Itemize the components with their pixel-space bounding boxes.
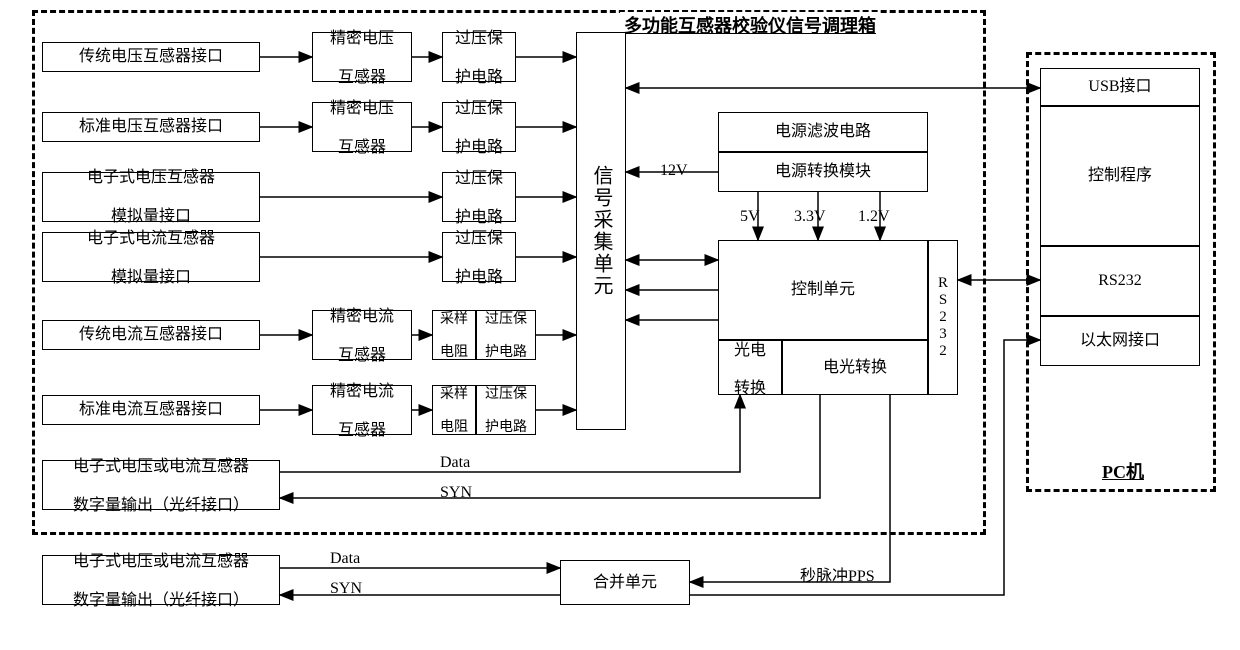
signal-acq-unit: 信号采集单元 (576, 32, 626, 430)
prec-volt-2-l1: 精密电压 (330, 99, 394, 118)
elec-volt-analog-input: 电子式电压互感器 模拟量接口 (42, 172, 260, 222)
pc-rs232: RS232 (1040, 246, 1200, 316)
ovp-2: 过压保 护电路 (442, 102, 516, 152)
power-conv: 电源转换模块 (718, 152, 928, 192)
elec-curr-analog-l2: 模拟量接口 (111, 268, 191, 287)
elec-volt-analog-l1: 电子式电压互感器 (87, 168, 215, 187)
ovp-3: 过压保 护电路 (442, 172, 516, 222)
std-volt-input: 标准电压互感器接口 (42, 112, 260, 142)
ovp-1-l2: 护电路 (455, 68, 503, 87)
digital-out-1: 电子式电压或电流互感器 数字量输出（光纤接口） (42, 460, 280, 510)
signal-acq-text: 信号采集单元 (589, 165, 613, 297)
ovp-4: 过压保 护电路 (442, 232, 516, 282)
ovp-6-l1: 过压保 (485, 387, 527, 404)
prec-volt-2-l2: 互感器 (338, 138, 386, 157)
pc-title: PC机 (1098, 458, 1148, 484)
sr1-l1: 采样 (440, 312, 468, 329)
elec-volt-analog-l2: 模拟量接口 (111, 207, 191, 226)
prec-volt-2: 精密电压 互感器 (312, 102, 412, 152)
ctrl-unit: 控制单元 (718, 240, 928, 340)
ovp-2-l1: 过压保 (455, 99, 503, 118)
trad-volt-input: 传统电压互感器接口 (42, 42, 260, 72)
rs232-vertical: RS232 (928, 240, 958, 395)
pc-usb: USB接口 (1040, 68, 1200, 106)
ovp-2-l2: 护电路 (455, 138, 503, 157)
main-title: 多功能互感器校验仪信号调理箱 (620, 12, 880, 38)
trad-curr-input: 传统电流互感器接口 (42, 320, 260, 350)
sr2-l1: 采样 (440, 387, 468, 404)
ovp-6: 过压保 护电路 (476, 385, 536, 435)
pc-eth: 以太网接口 (1040, 316, 1200, 366)
ovp-5-l2: 护电路 (485, 345, 527, 362)
label-12vs: 1.2V (858, 208, 890, 226)
label-5v: 5V (740, 208, 760, 226)
ovp-4-l2: 护电路 (455, 268, 503, 287)
label-syn-1: SYN (440, 484, 472, 502)
prec-volt-1-l1: 精密电压 (330, 29, 394, 48)
std-curr-input: 标准电流互感器接口 (42, 395, 260, 425)
ovp-5: 过压保 护电路 (476, 310, 536, 360)
prec-curr-1-l1: 精密电流 (330, 307, 394, 326)
power-filter: 电源滤波电路 (718, 112, 928, 152)
pc-ctrl-prog: 控制程序 (1040, 106, 1200, 246)
sr2-l2: 电阻 (440, 420, 468, 437)
label-syn-2: SYN (330, 580, 362, 598)
oe-conv: 光电 转换 (718, 340, 782, 395)
sample-res-2: 采样 电阻 (432, 385, 476, 435)
ovp-6-l2: 护电路 (485, 420, 527, 437)
prec-curr-2-l1: 精密电流 (330, 382, 394, 401)
sample-res-1: 采样 电阻 (432, 310, 476, 360)
ovp-3-l1: 过压保 (455, 169, 503, 188)
digital1-l2: 数字量输出（光纤接口） (73, 496, 249, 515)
label-pps: 秒脉冲PPS (800, 562, 875, 586)
merge-unit: 合并单元 (560, 560, 690, 605)
label-data-1: Data (440, 454, 470, 472)
prec-curr-2: 精密电流 互感器 (312, 385, 412, 435)
prec-volt-1: 精密电压 互感器 (312, 32, 412, 82)
prec-curr-1-l2: 互感器 (338, 346, 386, 365)
digital1-l1: 电子式电压或电流互感器 (73, 457, 249, 476)
elec-curr-analog-l1: 电子式电流互感器 (87, 229, 215, 248)
prec-curr-2-l2: 互感器 (338, 421, 386, 440)
ovp-1: 过压保 护电路 (442, 32, 516, 82)
digital2-l2: 数字量输出（光纤接口） (73, 591, 249, 610)
ovp-4-l1: 过压保 (455, 229, 503, 248)
label-12v: 12V (660, 162, 688, 180)
oe-l1: 光电 (734, 341, 766, 360)
label-33v: 3.3V (794, 208, 826, 226)
eo-conv: 电光转换 (782, 340, 928, 395)
digital-out-2: 电子式电压或电流互感器 数字量输出（光纤接口） (42, 555, 280, 605)
label-data-2: Data (330, 550, 360, 568)
digital2-l1: 电子式电压或电流互感器 (73, 552, 249, 571)
oe-l2: 转换 (734, 379, 766, 398)
sr1-l2: 电阻 (440, 345, 468, 362)
prec-volt-1-l2: 互感器 (338, 68, 386, 87)
ovp-3-l2: 护电路 (455, 208, 503, 227)
ovp-1-l1: 过压保 (455, 29, 503, 48)
prec-curr-1: 精密电流 互感器 (312, 310, 412, 360)
elec-curr-analog-input: 电子式电流互感器 模拟量接口 (42, 232, 260, 282)
ovp-5-l1: 过压保 (485, 312, 527, 329)
rs232-vtext: RS232 (934, 275, 952, 360)
